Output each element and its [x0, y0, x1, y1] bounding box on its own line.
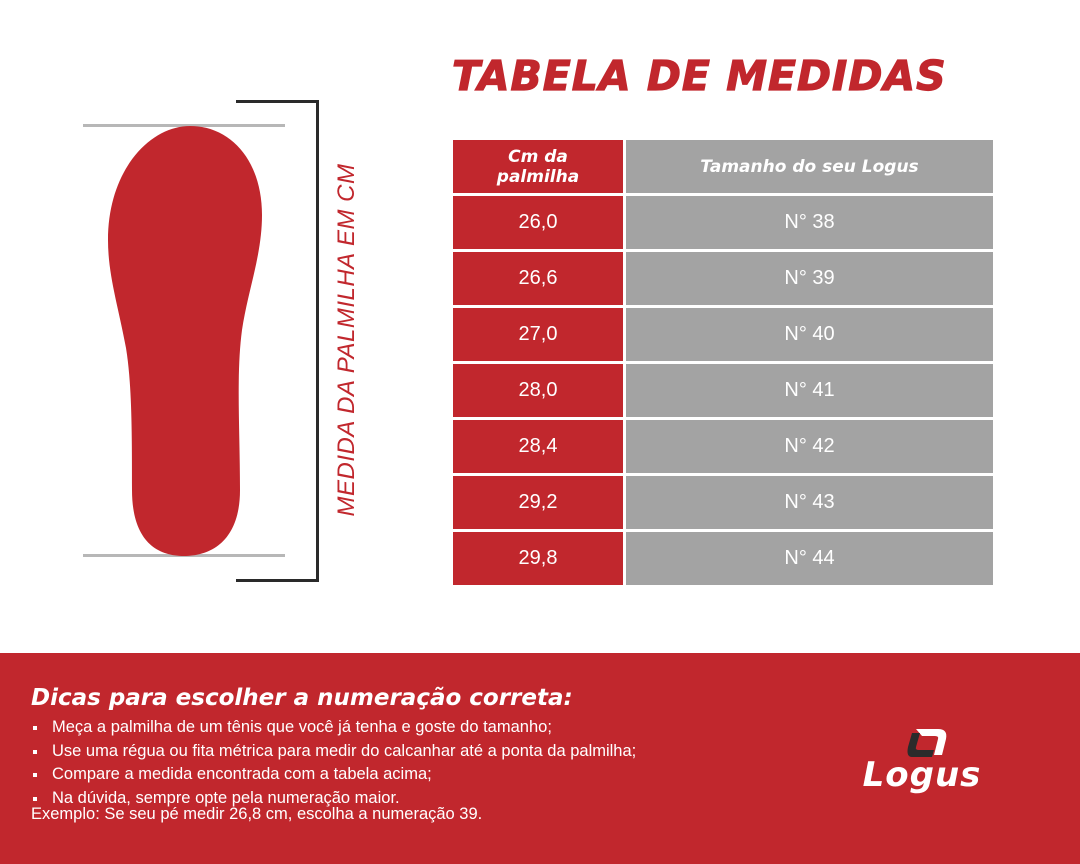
table-row: 29,2 N° 43 [453, 476, 993, 529]
header-size: Tamanho do seu Logus [626, 140, 993, 193]
cell-cm: 27,0 [453, 308, 623, 361]
cell-size: N° 39 [626, 252, 993, 305]
header-cm: Cm da palmilha [453, 140, 623, 193]
table-row: 28,0 N° 41 [453, 364, 993, 417]
cell-cm: 26,6 [453, 252, 623, 305]
cell-cm: 28,0 [453, 364, 623, 417]
table-header-row: Cm da palmilha Tamanho do seu Logus [453, 140, 993, 193]
insole-shape [108, 126, 262, 556]
cell-cm: 26,0 [453, 196, 623, 249]
header-cm-label: Cm da palmilha [496, 146, 580, 187]
table-row: 28,4 N° 42 [453, 420, 993, 473]
tip-item: Use uma régua ou fita métrica para medir… [31, 740, 636, 764]
table-row: 27,0 N° 40 [453, 308, 993, 361]
table-row: 26,6 N° 39 [453, 252, 993, 305]
cell-size: N° 40 [626, 308, 993, 361]
page-title: TABELA DE MEDIDAS [451, 51, 947, 100]
brand-name: Logus [862, 755, 982, 795]
tips-example: Exemplo: Se seu pé medir 26,8 cm, escolh… [31, 805, 483, 823]
insole-illustration [0, 90, 420, 590]
cell-size: N° 43 [626, 476, 993, 529]
tip-item: Meça a palmilha de um tênis que você já … [31, 716, 636, 740]
tips-footer: Dicas para escolher a numeração correta:… [0, 653, 1080, 864]
cell-size: N° 38 [626, 196, 993, 249]
top-measure-line [83, 124, 285, 127]
cell-size: N° 41 [626, 364, 993, 417]
table-row: 29,8 N° 44 [453, 532, 993, 585]
cell-size: N° 42 [626, 420, 993, 473]
logo-mark-icon [907, 729, 947, 757]
table-row: 26,0 N° 38 [453, 196, 993, 249]
tips-list: Meça a palmilha de um tênis que você já … [31, 716, 636, 810]
tip-item: Na dúvida, sempre opte pela numeração ma… [31, 787, 636, 811]
cell-cm: 29,8 [453, 532, 623, 585]
size-table: Cm da palmilha Tamanho do seu Logus 26,0… [450, 137, 996, 588]
cell-cm: 29,2 [453, 476, 623, 529]
brand-logo: Logus [832, 723, 1012, 803]
tips-title: Dicas para escolher a numeração correta: [31, 685, 573, 711]
measure-bracket [236, 100, 319, 582]
tip-item: Compare a medida encontrada com a tabela… [31, 763, 636, 787]
cell-cm: 28,4 [453, 420, 623, 473]
insole-measure-label: MEDIDA DA PALMILHA EM CM [333, 163, 360, 517]
cell-size: N° 44 [626, 532, 993, 585]
